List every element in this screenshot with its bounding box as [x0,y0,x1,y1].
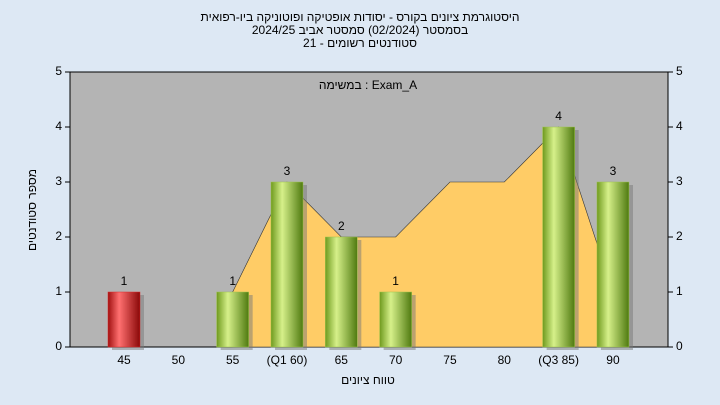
x-tick-label: (Q1 60) [267,353,308,367]
bar [542,126,575,348]
annotation: במשימה : Exam_A [319,78,417,92]
y2-tick-label: 5 [676,64,683,78]
x-tick-label: 75 [443,353,457,367]
bar [107,291,141,348]
x-tick-label: 55 [226,353,240,367]
title-line: היסטוגרמת ציונים בקורס - יסודות אופטיקה … [201,10,520,24]
x-tick-label: (Q3 85) [538,353,579,367]
y2-tick-label: 3 [676,174,683,188]
y2-tick-label: 0 [676,339,683,353]
bar-value-label: 1 [121,274,128,288]
title: היסטוגרמת ציונים בקורס - יסודות אופטיקה … [201,10,520,50]
bar-value-label: 2 [338,219,345,233]
x-tick-label: 45 [117,353,131,367]
bar [379,291,412,348]
x-tick-label: 65 [335,353,349,367]
bar [270,181,304,348]
y-tick-label: 0 [55,339,62,353]
bar-value-label: 3 [610,164,617,178]
x-tick-label: 80 [498,353,512,367]
bar [596,181,630,348]
bar [325,236,358,348]
bar-value-label: 3 [284,164,291,178]
bar [216,291,249,348]
y-tick-label: 4 [55,119,62,133]
x-tick-label: 50 [172,353,186,367]
y2-tick-label: 4 [676,119,683,133]
y2-tick-label: 2 [676,229,683,243]
y-tick-label: 2 [55,229,62,243]
x-tick-label: 70 [389,353,403,367]
x-axis-label: טווח ציונים [341,373,395,387]
y-tick-label: 3 [55,174,62,188]
y-axis-label: מספר סטודנטים [25,169,39,251]
y-tick-label: 1 [55,284,62,298]
x-tick-label: 90 [606,353,620,367]
bar-value-label: 1 [229,274,236,288]
title-line: בסמסטר (02/2024) סמסטר אביב 2024/25 [252,23,468,37]
y2-tick-label: 1 [676,284,683,298]
bar-value-label: 4 [555,109,562,123]
bar-value-label: 1 [392,274,399,288]
title-line: סטודנטים רשומים - 21 [303,36,417,50]
y-tick-label: 5 [55,64,62,78]
